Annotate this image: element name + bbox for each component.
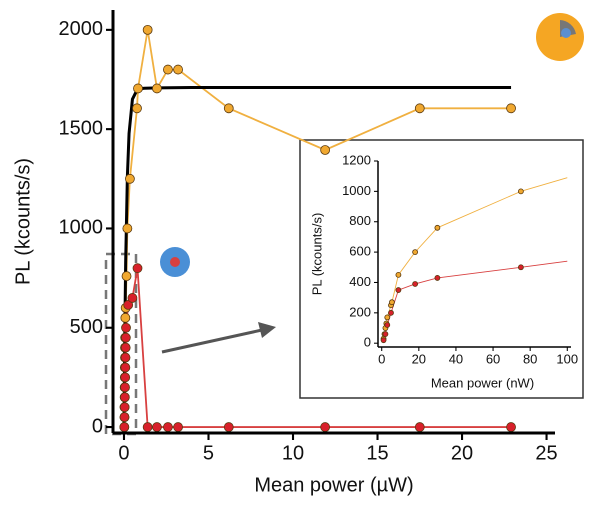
point: [395, 287, 402, 293]
point: [388, 309, 394, 316]
y-tick-label: 1000: [342, 183, 371, 198]
point: [320, 145, 331, 155]
point: [119, 412, 130, 423]
point: [223, 422, 234, 432]
point: [320, 422, 331, 432]
series-line: [520, 260, 568, 268]
point: [384, 314, 391, 321]
y-tick-label: 0: [364, 335, 371, 350]
point: [412, 281, 419, 287]
point: [119, 402, 130, 413]
point: [382, 331, 389, 337]
y-axis-label: PL (kcounts/s): [309, 213, 324, 296]
x-tick-label: 5: [203, 442, 214, 464]
core-icon: [561, 28, 571, 38]
y-tick-label: 800: [349, 213, 371, 228]
point: [434, 224, 441, 231]
x-tick-label: 80: [523, 352, 537, 367]
y-tick-label: 600: [349, 244, 371, 259]
point: [380, 337, 387, 344]
x-tick-label: 40: [449, 352, 463, 367]
point: [223, 103, 234, 114]
point: [173, 64, 183, 75]
point: [120, 362, 131, 373]
x-tick-label: 0: [378, 352, 385, 367]
point: [120, 352, 131, 363]
x-axis-label: Mean power (µW): [254, 474, 413, 496]
x-tick-label: 10: [282, 442, 304, 464]
y-tick-label: 400: [349, 274, 371, 289]
point: [412, 249, 419, 256]
point: [120, 382, 130, 393]
arrow-head: [258, 322, 276, 338]
series-line: [520, 177, 568, 192]
x-tick-label: 20: [451, 442, 473, 464]
x-tick-label: 15: [366, 442, 388, 464]
point: [163, 64, 173, 75]
point: [120, 332, 131, 343]
x-tick-label: 20: [412, 352, 426, 367]
point: [132, 103, 142, 114]
point: [119, 422, 130, 432]
y-axis-label: PL (kcounts/s): [12, 158, 34, 285]
point: [384, 322, 391, 328]
y-tick-label: 1200: [342, 152, 371, 167]
point: [414, 422, 425, 432]
point: [127, 293, 138, 303]
point: [517, 188, 524, 195]
y-tick-label: 1000: [59, 217, 104, 239]
y-tick-label: 2000: [59, 18, 104, 40]
point: [119, 392, 130, 403]
point: [414, 103, 425, 114]
point: [120, 312, 131, 323]
point: [120, 342, 131, 353]
point: [152, 83, 162, 94]
x-tick-label: 100: [556, 352, 578, 367]
inset-frame: [299, 139, 584, 399]
point: [132, 263, 143, 274]
point: [163, 422, 173, 432]
point: [389, 299, 395, 306]
point: [121, 271, 132, 282]
dot-core: [170, 257, 180, 267]
point: [133, 83, 143, 94]
arrow: [161, 328, 263, 354]
point: [122, 223, 133, 234]
point: [434, 275, 441, 281]
point: [506, 422, 516, 432]
y-tick-label: 0: [92, 415, 103, 437]
y-tick-label: 500: [70, 316, 103, 338]
point: [173, 422, 183, 432]
point: [517, 264, 524, 271]
point: [395, 271, 402, 278]
x-tick-label: 0: [118, 442, 129, 464]
point: [152, 422, 162, 432]
point: [125, 173, 135, 184]
point: [506, 103, 516, 114]
x-tick-label: 25: [535, 442, 557, 464]
x-axis-label: Mean power (nW): [431, 375, 534, 390]
y-tick-label: 1500: [59, 117, 104, 139]
y-tick-label: 200: [349, 304, 371, 319]
point: [121, 322, 131, 333]
point: [142, 24, 153, 35]
x-tick-label: 60: [486, 352, 500, 367]
point: [142, 422, 153, 432]
point: [120, 372, 131, 383]
